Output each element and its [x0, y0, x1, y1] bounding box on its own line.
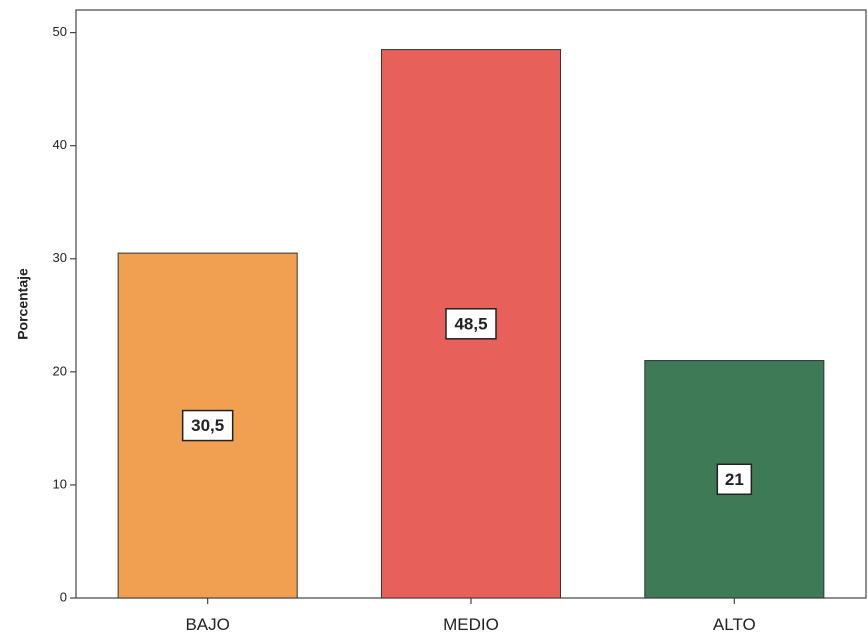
- y-tick-label: 10: [53, 476, 67, 491]
- y-tick-label: 0: [60, 589, 67, 604]
- x-tick-label-alto: ALTO: [713, 615, 756, 634]
- data-label-alto: 21: [725, 470, 744, 489]
- x-axis-labels: BAJO MEDIO ALTO: [185, 598, 756, 634]
- data-labels: 30,5 48,5 21: [181, 308, 753, 496]
- data-label-bajo: 30,5: [191, 416, 224, 435]
- x-tick-label-bajo: BAJO: [185, 615, 229, 634]
- x-tick-label-medio: MEDIO: [443, 615, 499, 634]
- data-label-box: [181, 409, 234, 442]
- y-tick-label: 50: [53, 24, 67, 39]
- y-tick-label: 20: [53, 363, 67, 378]
- data-label-medio: 48,5: [454, 314, 487, 333]
- y-tick-label: 30: [53, 250, 67, 265]
- y-tick-label: 40: [53, 137, 67, 152]
- y-axis-title: Porcentaje: [15, 268, 31, 340]
- y-axis-ticks: 0 10 20 30 40 50: [53, 24, 76, 604]
- data-label-box: [716, 463, 753, 496]
- data-label-box: [445, 308, 497, 340]
